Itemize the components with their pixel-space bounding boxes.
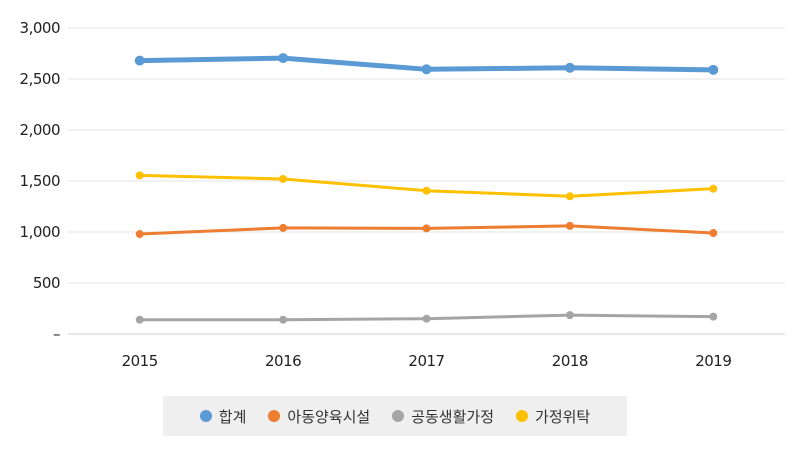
y-tick-label: 2,500 (20, 70, 60, 88)
data-point-child-care[interactable] (135, 230, 144, 239)
y-tick-label: 1,000 (20, 223, 60, 241)
data-point-total[interactable] (278, 53, 289, 64)
y-axis: – 500 1,000 1,500 2,000 2,500 3,000 (20, 19, 61, 343)
data-point-child-care[interactable] (709, 229, 718, 238)
data-point-child-care[interactable] (422, 224, 431, 233)
legend-marker-total (199, 410, 212, 422)
legend-marker-child-care (268, 410, 281, 422)
x-tick-label: 2019 (695, 352, 731, 370)
data-point-group-home[interactable] (565, 311, 574, 320)
legend-item-foster-care[interactable]: 가정위탁 (516, 406, 590, 427)
x-tick-label: 2015 (122, 352, 158, 370)
data-point-total[interactable] (708, 64, 719, 75)
data-point-foster-care[interactable] (422, 186, 431, 195)
data-point-group-home[interactable] (709, 312, 718, 321)
legend-marker-group-home (392, 410, 405, 422)
legend: 합계 아동양육시설 공동생활가정 가정위탁 (163, 396, 627, 436)
series-total (134, 53, 719, 75)
data-point-foster-care[interactable] (135, 171, 144, 180)
y-tick-label: 2,000 (20, 121, 60, 139)
legend-label-total: 합계 (218, 407, 247, 426)
data-point-total[interactable] (564, 62, 575, 73)
data-point-foster-care[interactable] (565, 192, 574, 201)
x-tick-label: 2017 (408, 352, 444, 370)
data-point-total[interactable] (421, 64, 432, 75)
data-point-child-care[interactable] (565, 221, 574, 230)
data-point-group-home[interactable] (135, 315, 144, 324)
series-group-home (135, 311, 718, 324)
legend-label-group-home: 공동생활가정 (411, 407, 495, 426)
data-point-group-home[interactable] (279, 315, 288, 324)
x-axis: 2015 2016 2017 2018 2019 (122, 352, 732, 370)
legend-label-foster-care: 가정위탁 (535, 407, 591, 426)
series-child-care (135, 221, 718, 239)
y-tick-label: 500 (33, 274, 60, 292)
legend-marker-foster-care (516, 410, 529, 422)
series-group (134, 53, 719, 324)
data-point-group-home[interactable] (422, 314, 431, 323)
y-tick-label: 1,500 (20, 172, 60, 190)
data-point-foster-care[interactable] (279, 174, 288, 183)
data-point-child-care[interactable] (279, 223, 288, 232)
legend-label-child-care: 아동양육시설 (287, 407, 371, 426)
data-point-total[interactable] (134, 55, 145, 66)
legend-item-total[interactable]: 합계 (199, 406, 247, 427)
series-foster-care (135, 171, 718, 201)
legend-item-group-home[interactable]: 공동생활가정 (392, 406, 494, 427)
y-tick-label: 3,000 (20, 19, 60, 37)
y-tick-label: – (53, 325, 60, 343)
legend-item-child-care[interactable]: 아동양육시설 (268, 406, 370, 427)
x-tick-label: 2016 (265, 352, 301, 370)
data-point-foster-care[interactable] (709, 184, 718, 193)
x-tick-label: 2018 (552, 352, 588, 370)
